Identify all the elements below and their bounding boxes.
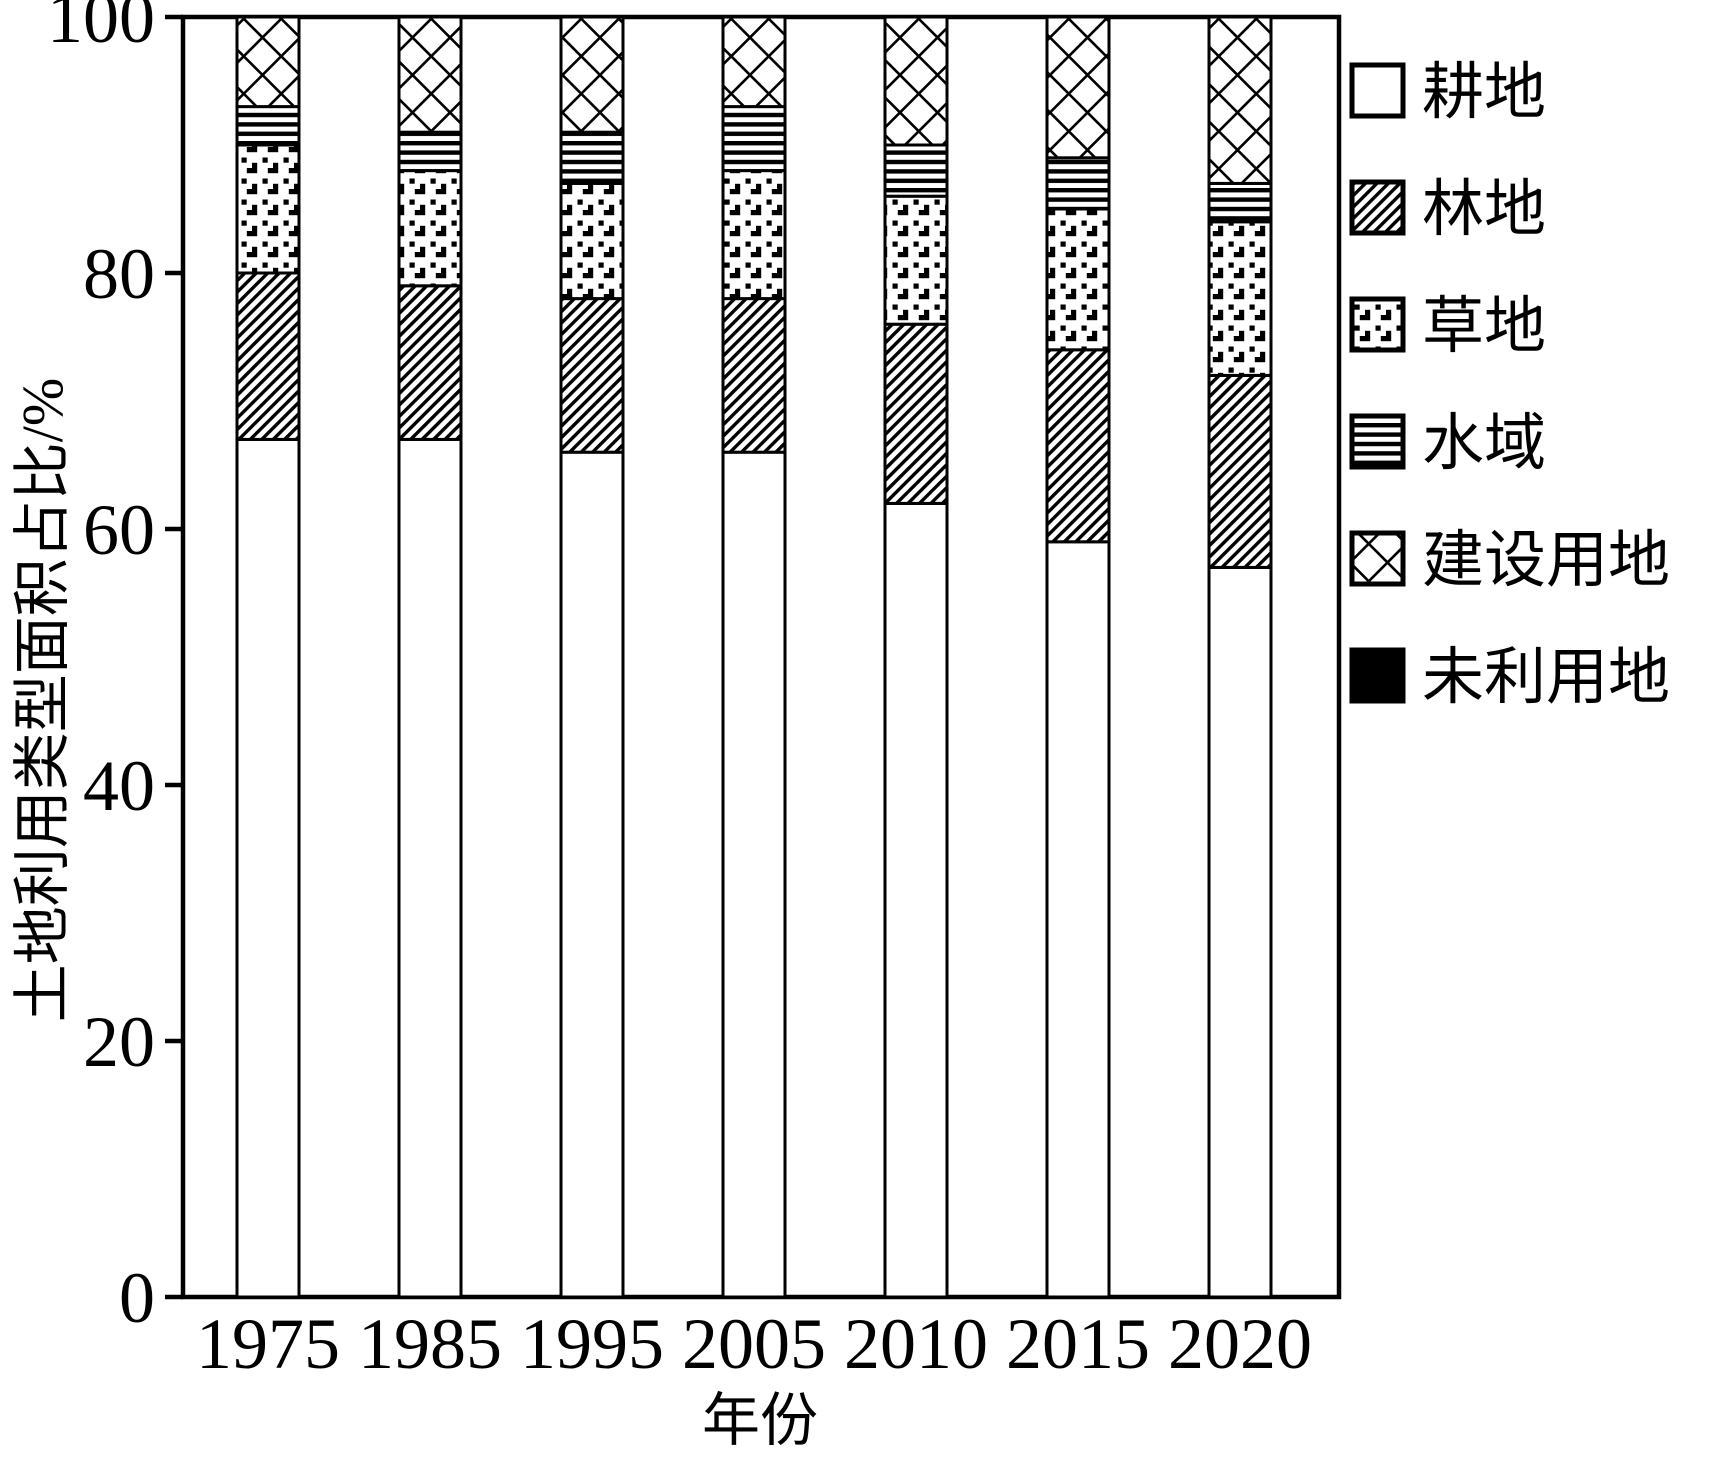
svg-text:0: 0 [119, 1258, 155, 1338]
svg-text:2020: 2020 [1168, 1304, 1312, 1384]
svg-text:60: 60 [83, 490, 155, 570]
svg-text:年份: 年份 [702, 1388, 818, 1453]
svg-text:未利用地: 未利用地 [1422, 644, 1670, 712]
svg-text:水域: 水域 [1422, 410, 1546, 478]
svg-text:2015: 2015 [1006, 1304, 1150, 1384]
svg-text:耕地: 耕地 [1422, 59, 1546, 127]
svg-text:土地利用类型面积占比/%: 土地利用类型面积占比/% [10, 378, 75, 1022]
svg-text:1985: 1985 [358, 1304, 502, 1384]
svg-text:林地: 林地 [1422, 176, 1546, 244]
svg-text:1975: 1975 [196, 1304, 340, 1384]
svg-text:40: 40 [83, 746, 155, 826]
svg-text:2010: 2010 [844, 1304, 988, 1384]
svg-text:建设用地: 建设用地 [1422, 527, 1670, 595]
svg-text:80: 80 [83, 234, 155, 314]
svg-text:2005: 2005 [682, 1304, 826, 1384]
svg-text:100: 100 [47, 0, 155, 58]
svg-text:20: 20 [83, 1002, 155, 1082]
svg-text:草地: 草地 [1422, 293, 1546, 361]
svg-text:1995: 1995 [520, 1304, 664, 1384]
